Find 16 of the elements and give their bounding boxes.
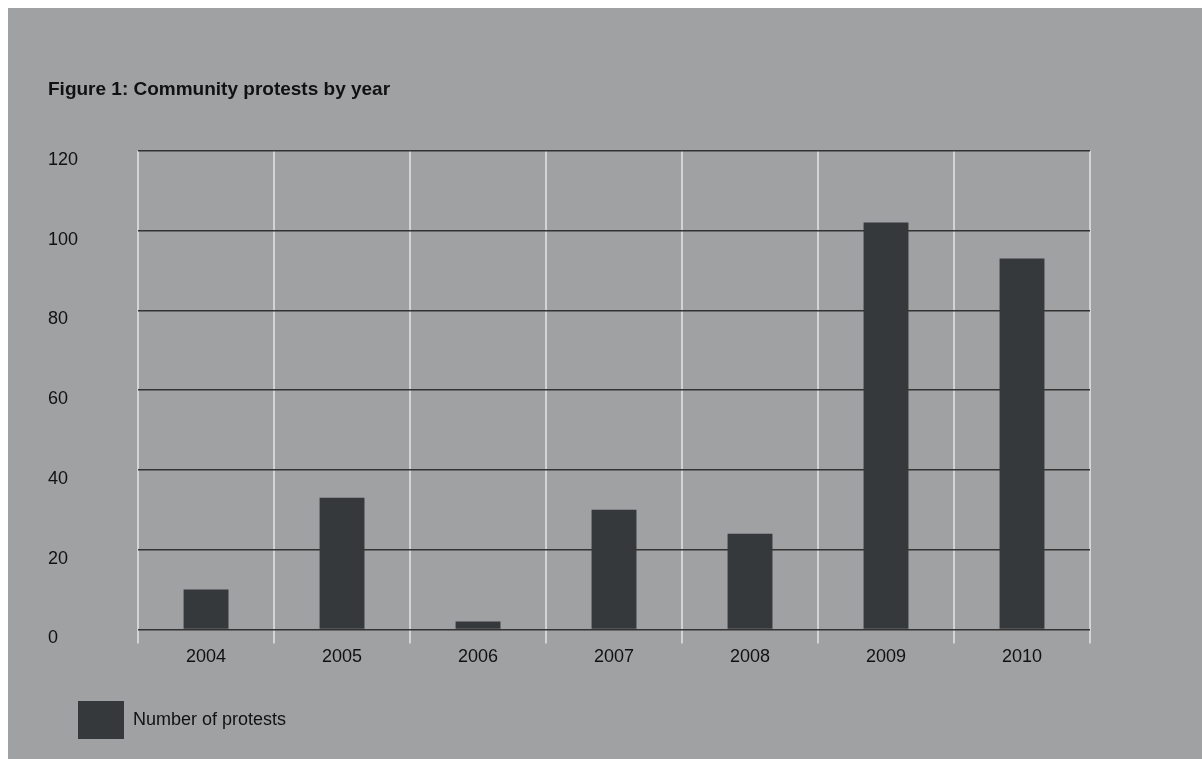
x-tick-label: 2007 <box>593 646 635 667</box>
x-tick-label: 2008 <box>729 646 771 667</box>
x-tick-label: 2005 <box>322 646 363 667</box>
y-tick-label: 80 <box>48 308 69 329</box>
legend-label: Number of protests <box>133 708 287 729</box>
y-tick-label: 120 <box>48 148 79 169</box>
x-tick-label: 2009 <box>865 646 907 667</box>
y-tick-label: 40 <box>48 467 69 488</box>
x-tick-label: 2004 <box>186 646 227 667</box>
y-tick-label: 0 <box>48 627 59 648</box>
chart-title: Figure 1: Community protests by year <box>48 77 391 99</box>
x-tick-label: 2010 <box>1001 646 1043 667</box>
y-tick-label: 100 <box>48 228 79 249</box>
x-tick-label: 2006 <box>458 646 499 667</box>
y-tick-label: 60 <box>48 388 69 409</box>
y-tick-label: 20 <box>48 547 69 568</box>
